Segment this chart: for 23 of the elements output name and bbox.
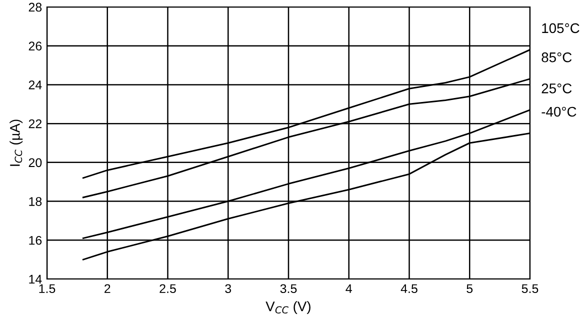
x-tick-label: 5 xyxy=(466,284,473,294)
x-tick-label: 4.5 xyxy=(400,284,418,294)
y-tick-label: 18 xyxy=(29,197,42,206)
y-tick-label: 16 xyxy=(29,236,42,245)
y-tick-label: 20 xyxy=(28,158,42,168)
x-tick-label: 4 xyxy=(346,284,352,293)
x-tick-label: 2.5 xyxy=(160,284,176,294)
x-tick-label: 1.5 xyxy=(39,284,56,294)
x-tick-label: 2 xyxy=(104,284,110,293)
y-tick-label: 28 xyxy=(28,2,42,12)
x-tick-label: 3 xyxy=(225,284,232,294)
series-label: 25°C xyxy=(542,84,572,94)
y-tick-label: 22 xyxy=(28,119,42,128)
series-label: 105°C xyxy=(542,23,580,34)
series-label: -40°C xyxy=(542,106,576,117)
series-label: 85°C xyxy=(542,52,572,62)
y-axis-title: I$_{CC}$ (µA) xyxy=(10,120,23,166)
y-tick-label: 24 xyxy=(28,80,42,90)
y-tick-label: 26 xyxy=(28,42,42,51)
x-axis-title: V$_{CC}$ (V) xyxy=(266,301,310,314)
y-tick-label: 14 xyxy=(29,274,42,284)
x-tick-label: 5.5 xyxy=(522,284,538,294)
x-tick-label: 3.5 xyxy=(280,284,297,294)
